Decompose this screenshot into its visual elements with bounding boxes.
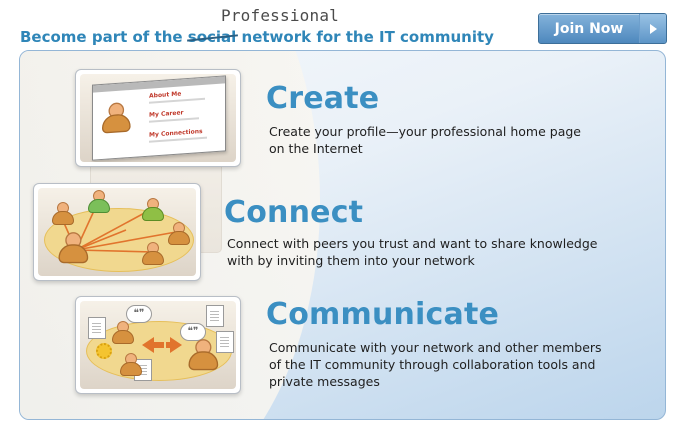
- network-member-icon: [142, 242, 164, 265]
- description-line: with by inviting them into your network: [227, 253, 475, 268]
- create-description: Create your profile—your professional ho…: [269, 123, 581, 157]
- feature-panel: About Me My Career My Connections Create…: [19, 50, 666, 420]
- headline-suffix: network for the IT community: [236, 28, 494, 46]
- network-member-icon: [52, 202, 74, 225]
- description-line: on the Internet: [269, 141, 363, 156]
- central-member-icon: [58, 232, 89, 264]
- professional-annotation: Professional: [221, 6, 339, 25]
- profile-card-icon: About Me My Career My Connections: [80, 74, 236, 162]
- description-line: Communicate with your network and other …: [269, 340, 602, 355]
- connect-illustration-card: [33, 183, 201, 281]
- profile-avatar-icon: [102, 102, 131, 134]
- description-line: of the IT community through collaboratio…: [269, 357, 596, 372]
- network-member-icon: [88, 190, 110, 213]
- document-icon: [88, 317, 106, 339]
- speech-bubble-icon: ❝❞: [126, 305, 152, 323]
- network-diagram-icon: [38, 188, 196, 276]
- network-member-icon: [168, 222, 190, 245]
- network-member-icon: [142, 198, 164, 221]
- connect-title: Connect: [224, 195, 364, 230]
- profile-window-titlebar: [93, 76, 225, 93]
- create-illustration-card: About Me My Career My Connections: [75, 69, 241, 167]
- create-title: Create: [266, 81, 380, 116]
- profile-link-about: About Me: [149, 90, 182, 100]
- speech-bubble-icon: ❝❞: [180, 323, 206, 341]
- tagline: Professional Become part of the social n…: [20, 6, 520, 52]
- message-bubble-icon: ❝❞ ❝❞: [80, 301, 236, 389]
- document-icon: [216, 331, 234, 353]
- profile-window: About Me My Career My Connections: [92, 75, 226, 161]
- page-headline: Become part of the social network for th…: [20, 28, 494, 46]
- headline-prefix: Become part of the: [20, 28, 188, 46]
- description-line: Connect with peers you trust and want to…: [227, 236, 598, 251]
- gear-icon: [96, 343, 112, 359]
- central-member-icon: [188, 339, 219, 371]
- small-member-icon: [120, 353, 142, 376]
- small-member-icon: [112, 321, 134, 344]
- join-arrow-box: [639, 14, 666, 43]
- description-line: Create your profile—your professional ho…: [269, 124, 581, 139]
- join-now-label: Join Now: [554, 20, 624, 37]
- exchange-arrows-icon: [142, 337, 182, 353]
- connect-description: Connect with peers you trust and want to…: [227, 235, 597, 269]
- join-now-button[interactable]: Join Now: [538, 13, 667, 44]
- description-line: private messages: [269, 374, 380, 389]
- communicate-description: Communicate with your network and other …: [269, 339, 602, 390]
- document-icon: [206, 305, 224, 327]
- communicate-illustration-card: ❝❞ ❝❞: [75, 296, 241, 394]
- profile-link-career: My Career: [149, 109, 184, 119]
- struck-word: social: [187, 28, 237, 46]
- communicate-title: Communicate: [266, 297, 500, 332]
- play-arrow-icon: [649, 23, 657, 34]
